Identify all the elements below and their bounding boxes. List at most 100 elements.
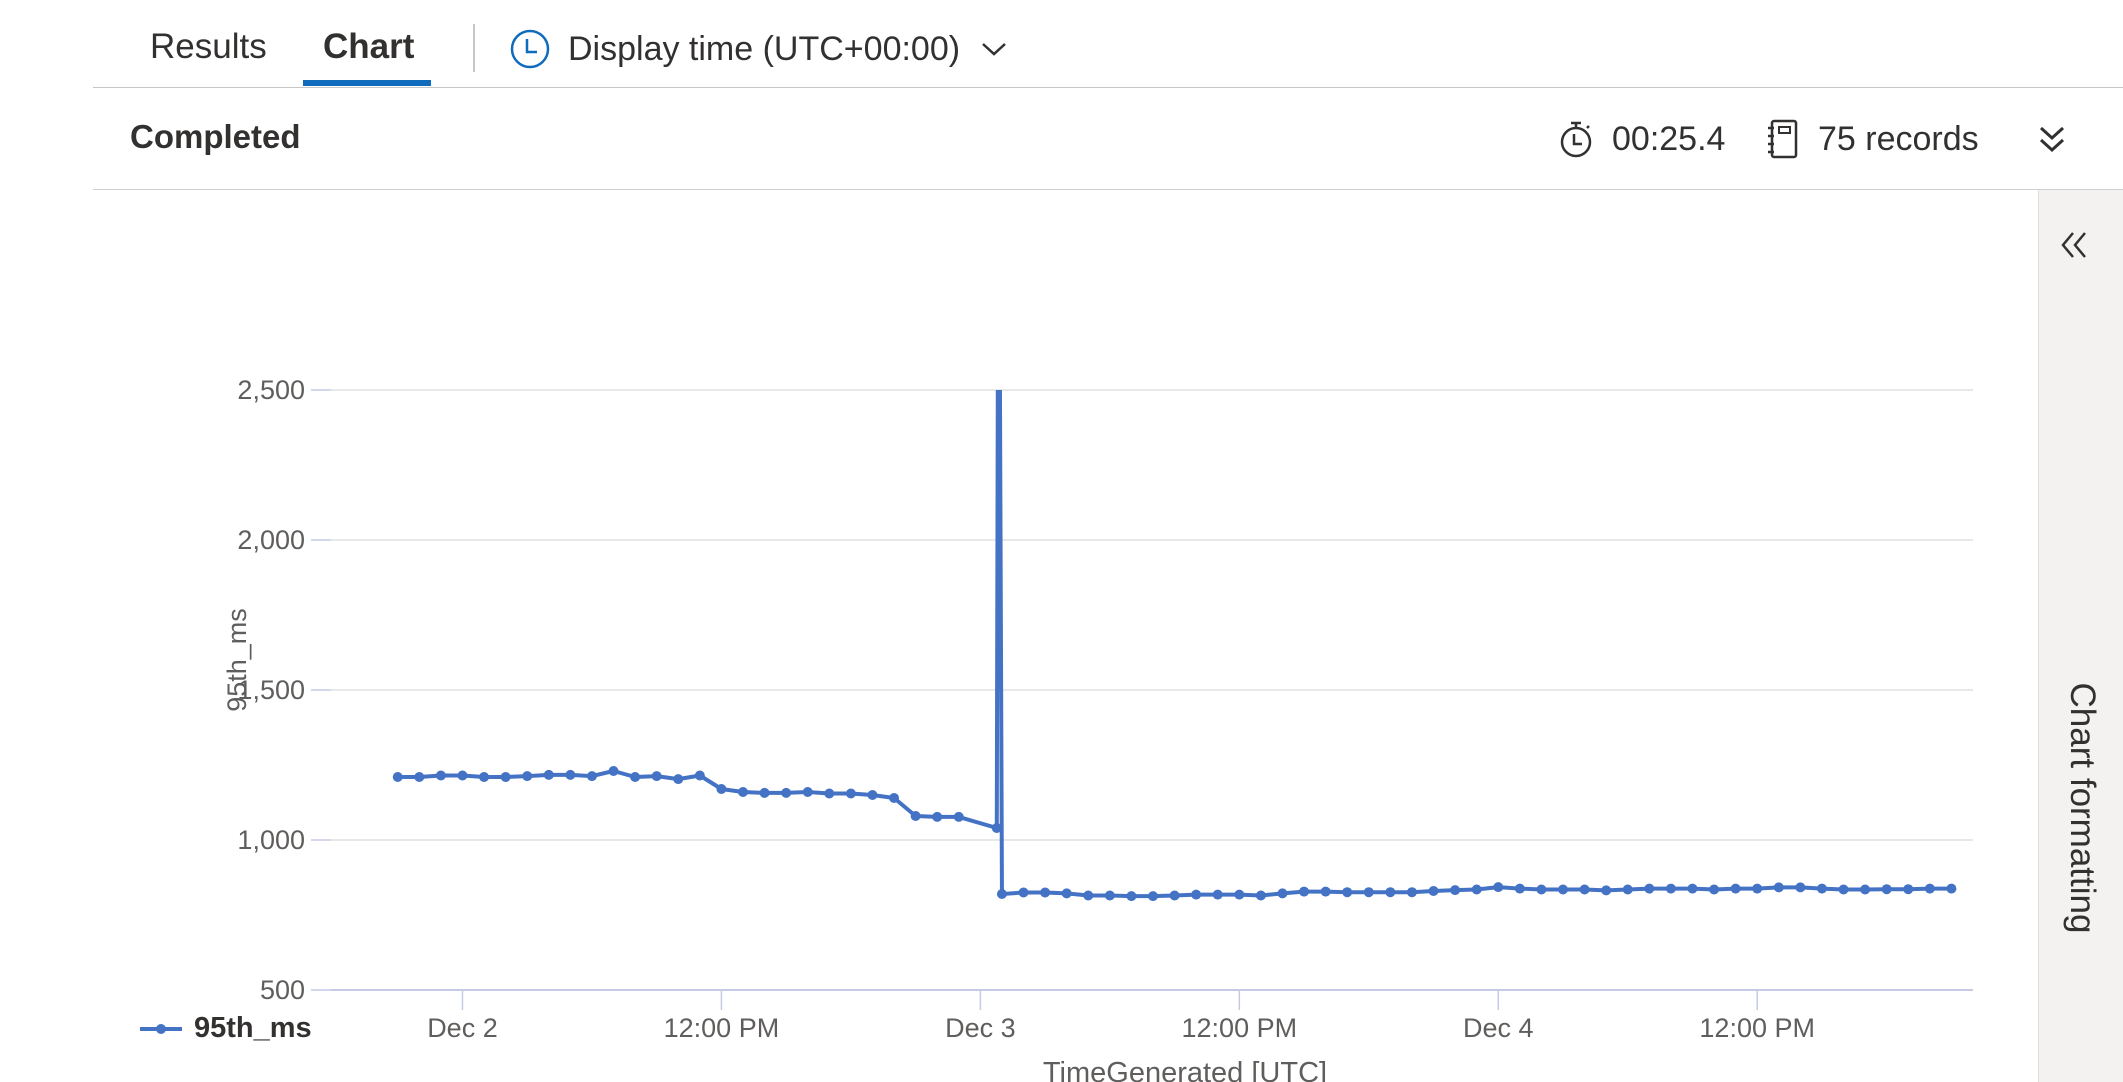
data-point [1687,883,1698,894]
data-point [1234,889,1245,900]
data-point [1730,883,1741,894]
data-point [1622,884,1633,895]
expand-button[interactable] [2028,116,2076,164]
x-tick-label: Dec 2 [427,1013,498,1043]
notebook-icon [1768,119,1798,159]
data-point [1471,884,1482,895]
collapse-panel-button[interactable] [2039,220,2123,270]
chart-legend[interactable]: 95th_ms [140,1012,312,1045]
data-point [1946,883,1957,894]
data-point [543,769,554,780]
data-point [1169,890,1180,901]
data-point [1191,889,1202,900]
data-point [1903,884,1914,895]
query-duration: 00:25.4 [1558,112,1725,166]
data-point [845,788,856,799]
double-chevron-down-icon [2039,126,2065,153]
data-point [1450,885,1461,896]
query-duration-value: 00:25.4 [1612,119,1726,158]
data-point [1558,884,1568,895]
data-point [1277,888,1288,899]
data-point [1665,883,1676,894]
data-point [1536,884,1547,895]
data-point [1148,891,1158,902]
data-point [435,770,446,781]
data-point [1601,885,1612,896]
data-point [1040,887,1051,898]
data-point [910,811,921,821]
data-point [889,793,900,803]
data-point [1126,891,1137,902]
y-tick-label: 1,000 [237,825,305,855]
data-point [1773,882,1784,893]
data-point [1838,884,1849,895]
data-point [996,889,1007,899]
query-status: Completed [130,118,301,155]
data-point [694,770,705,781]
record-count-value: 75 records [1818,119,1979,158]
data-point [1579,884,1590,895]
data-point [479,772,490,782]
y-tick-label: 2,500 [237,375,305,405]
stopwatch-icon [1560,121,1592,158]
x-tick-label: Dec 4 [1463,1013,1534,1043]
data-point [1860,884,1871,895]
query-status-bar: Completed 00:25.4 75 records [93,88,2123,190]
data-point [953,811,964,822]
data-point [414,772,425,782]
data-point [1406,887,1417,898]
data-point [1493,882,1504,893]
x-tick-label: 12:00 PM [664,1013,780,1043]
double-chevron-left-icon [2061,232,2086,258]
data-point [1104,890,1115,901]
data-point [1514,883,1525,894]
data-point [673,774,684,785]
data-point [1709,884,1720,895]
y-tick-label: 1,500 [237,675,305,705]
x-tick-label: 12:00 PM [1182,1013,1298,1043]
data-point [1924,883,1935,894]
y-tick-label: 500 [260,975,305,1005]
chevron-down-icon [982,43,1006,56]
data-point [1752,883,1763,894]
active-tab-indicator [303,80,431,86]
data-point [1795,882,1806,893]
data-point [500,772,511,782]
data-point [867,790,878,800]
data-point [630,772,641,782]
data-point [759,787,770,798]
data-point [1428,886,1439,896]
data-point [1018,887,1029,898]
data-point [392,772,403,782]
data-point [1816,883,1827,894]
data-point [1320,886,1331,897]
data-point [1255,890,1266,901]
data-point [802,787,813,797]
data-point [1363,887,1374,898]
tab-results[interactable]: Results [150,27,267,66]
tab-chart[interactable]: Chart [323,27,415,66]
data-point [824,788,835,799]
y-axis-title: 95th_ms [222,608,252,712]
x-tick-label: Dec 3 [945,1013,1016,1043]
data-point [651,771,662,782]
data-point [1881,884,1892,895]
chart-area: 500 1,000 1,500 2,000 2,500 Dec 2 12:00 PM Dec … [93,190,2038,1082]
x-axis-title: TimeGenerated [UTC] [1043,1057,1327,1082]
data-point [1061,888,1072,899]
record-count: 75 records [1766,112,1979,166]
data-point [1212,889,1223,900]
data-point [565,769,576,780]
data-point [522,771,533,782]
data-point [991,823,1002,833]
data-point [457,770,468,781]
legend-line-marker [140,1023,182,1034]
legend-series-label: 95th_ms [194,1012,312,1044]
chart-formatting-label[interactable]: Chart formatting [2062,682,2102,934]
data-point [1299,886,1310,897]
display-time-dropdown[interactable]: Display time (UTC+00:00) [508,22,1008,76]
series-line-95th-ms [397,389,1952,899]
tab-separator [473,24,475,72]
data-point [738,787,748,797]
data-point [1083,890,1094,901]
